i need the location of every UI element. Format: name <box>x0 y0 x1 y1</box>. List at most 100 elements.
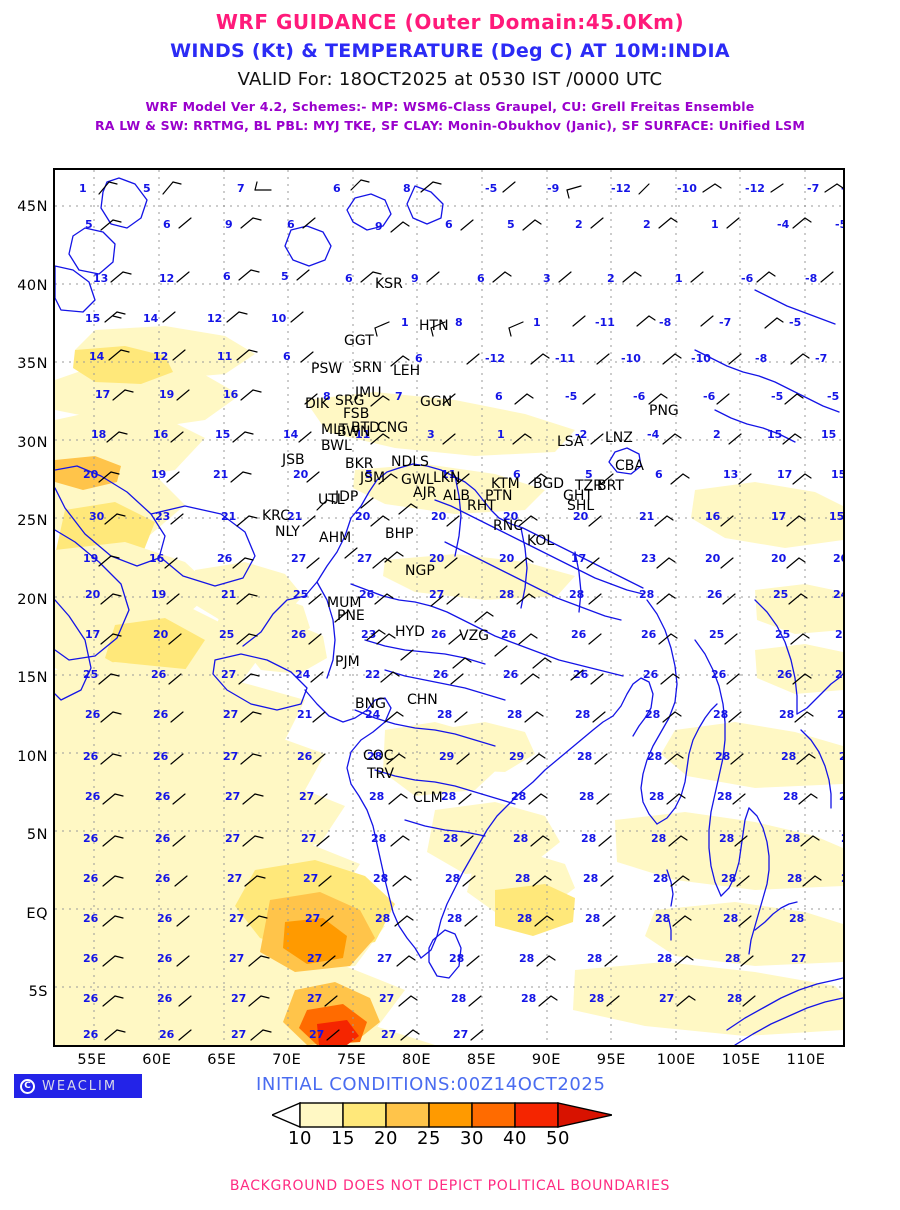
svg-text:-5: -5 <box>789 316 801 329</box>
svg-text:26: 26 <box>157 952 173 965</box>
svg-text:21: 21 <box>639 510 654 523</box>
lat-tick-20n: 20N <box>17 591 48 608</box>
svg-text:BHP: BHP <box>385 526 414 542</box>
weaclim-logo[interactable]: C WEACLIM <box>14 1074 142 1098</box>
svg-text:26: 26 <box>707 588 723 601</box>
svg-text:SHL: SHL <box>567 498 594 514</box>
svg-text:1: 1 <box>401 316 409 329</box>
svg-text:28: 28 <box>575 708 590 721</box>
svg-text:-2: -2 <box>575 428 587 441</box>
svg-text:-5: -5 <box>771 390 783 403</box>
title-valid-for: VALID For: 18OCT2025 at 0530 IST /0000 U… <box>237 69 663 90</box>
svg-text:14: 14 <box>89 350 105 363</box>
lon-tick-105e: 105E <box>721 1052 761 1068</box>
svg-text:28: 28 <box>655 912 670 925</box>
svg-text:6: 6 <box>445 218 453 231</box>
svg-text:6: 6 <box>223 270 231 283</box>
svg-text:CBA: CBA <box>615 458 644 474</box>
svg-text:28: 28 <box>371 832 386 845</box>
svg-text:26: 26 <box>503 668 519 681</box>
svg-text:28: 28 <box>725 952 740 965</box>
svg-text:28: 28 <box>369 790 384 803</box>
svg-text:5: 5 <box>143 182 151 195</box>
svg-text:PJM: PJM <box>335 654 360 670</box>
svg-text:28: 28 <box>841 872 843 885</box>
svg-text:23: 23 <box>361 628 376 641</box>
lon-tick-95e: 95E <box>596 1052 626 1068</box>
svg-text:26: 26 <box>85 708 101 721</box>
svg-text:28: 28 <box>657 952 672 965</box>
svg-text:BRT: BRT <box>597 478 624 494</box>
svg-text:28: 28 <box>649 790 664 803</box>
svg-text:-7: -7 <box>815 352 827 365</box>
svg-text:15: 15 <box>831 468 843 481</box>
svg-text:SRN: SRN <box>353 360 382 376</box>
svg-text:27: 27 <box>301 832 316 845</box>
svg-text:28: 28 <box>839 790 843 803</box>
svg-text:11: 11 <box>355 428 370 441</box>
svg-text:24: 24 <box>833 588 843 601</box>
svg-text:LKN: LKN <box>433 470 460 486</box>
svg-text:BKR: BKR <box>345 456 374 472</box>
svg-text:22: 22 <box>365 668 380 681</box>
svg-text:6: 6 <box>655 468 663 481</box>
svg-text:27: 27 <box>225 832 240 845</box>
city-label-layer: KSR HTN GGT PSW SRN LEH JMU GGN DIK SRG … <box>262 276 679 806</box>
svg-text:27: 27 <box>231 992 246 1005</box>
svg-text:-5: -5 <box>485 182 497 195</box>
svg-text:28: 28 <box>577 750 592 763</box>
svg-text:1: 1 <box>79 182 87 195</box>
svg-text:26: 26 <box>217 552 233 565</box>
svg-text:14: 14 <box>143 312 159 325</box>
svg-text:16: 16 <box>223 388 239 401</box>
svg-text:28: 28 <box>651 832 666 845</box>
latitude-axis: 45N 40N 35N 30N 25N 20N 15N 10N 5N EQ 5S <box>0 168 48 1047</box>
svg-text:7: 7 <box>395 390 403 403</box>
svg-text:20: 20 <box>503 510 519 523</box>
svg-text:UTL: UTL <box>318 492 345 508</box>
weather-map[interactable]: 157 68-5 -9-12-10 -12-7-6 569 696 522 1-… <box>53 168 845 1047</box>
svg-text:25: 25 <box>83 668 98 681</box>
svg-text:21: 21 <box>221 588 236 601</box>
svg-text:27: 27 <box>225 790 240 803</box>
lon-tick-100e: 100E <box>656 1052 696 1068</box>
svg-text:13: 13 <box>723 468 738 481</box>
svg-text:16: 16 <box>705 510 721 523</box>
svg-text:12: 12 <box>153 350 168 363</box>
svg-text:11: 11 <box>217 350 232 363</box>
svg-text:26: 26 <box>85 790 101 803</box>
svg-text:15: 15 <box>767 428 782 441</box>
svg-text:28: 28 <box>639 588 654 601</box>
svg-text:3: 3 <box>543 272 551 285</box>
svg-text:28: 28 <box>723 912 738 925</box>
svg-text:NLY: NLY <box>275 524 300 540</box>
svg-text:28: 28 <box>841 832 843 845</box>
svg-text:LNZ: LNZ <box>605 430 633 446</box>
colorbar[interactable] <box>272 1102 612 1128</box>
svg-text:28: 28 <box>447 912 462 925</box>
colorbar-ticks: 10 15 20 25 30 40 50 <box>272 1128 612 1152</box>
weaclim-label: WEACLIM <box>42 1078 118 1094</box>
svg-text:27: 27 <box>429 588 444 601</box>
disclaimer-text: BACKGROUND DOES NOT DEPICT POLITICAL BOU… <box>229 1178 671 1194</box>
svg-text:PNG: PNG <box>649 403 679 419</box>
svg-text:JDP: JDP <box>334 489 358 505</box>
lon-tick-110e: 110E <box>786 1052 826 1068</box>
svg-text:28: 28 <box>587 952 602 965</box>
colorbar-tick-20: 20 <box>374 1128 398 1149</box>
svg-text:28: 28 <box>581 832 596 845</box>
svg-text:28: 28 <box>451 992 466 1005</box>
svg-text:-8: -8 <box>805 272 817 285</box>
svg-text:10: 10 <box>271 312 287 325</box>
svg-text:19: 19 <box>151 468 166 481</box>
svg-text:RNC: RNC <box>493 518 523 534</box>
svg-text:28: 28 <box>579 790 594 803</box>
svg-text:26: 26 <box>153 750 169 763</box>
svg-text:-5: -5 <box>835 218 843 231</box>
colorbar-tick-50: 50 <box>546 1128 570 1149</box>
svg-text:1: 1 <box>533 316 541 329</box>
svg-text:11: 11 <box>441 468 456 481</box>
svg-text:JMU: JMU <box>354 385 381 401</box>
svg-text:CLM: CLM <box>413 790 443 806</box>
svg-text:3: 3 <box>427 428 435 441</box>
